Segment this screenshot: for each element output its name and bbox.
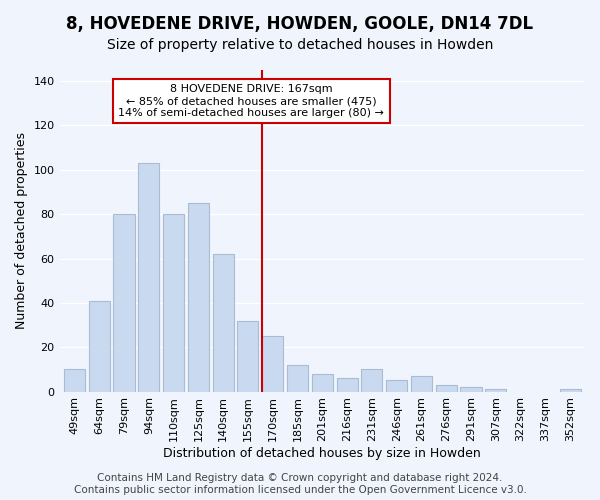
Bar <box>337 378 358 392</box>
Bar <box>188 203 209 392</box>
Bar <box>436 385 457 392</box>
Text: Contains HM Land Registry data © Crown copyright and database right 2024.
Contai: Contains HM Land Registry data © Crown c… <box>74 474 526 495</box>
Text: 8 HOVEDENE DRIVE: 167sqm
← 85% of detached houses are smaller (475)
14% of semi-: 8 HOVEDENE DRIVE: 167sqm ← 85% of detach… <box>118 84 384 117</box>
Bar <box>287 365 308 392</box>
Bar <box>113 214 134 392</box>
Bar <box>238 320 259 392</box>
Bar <box>386 380 407 392</box>
Bar <box>411 376 432 392</box>
Bar <box>138 163 160 392</box>
Bar <box>163 214 184 392</box>
Y-axis label: Number of detached properties: Number of detached properties <box>15 132 28 330</box>
Bar <box>212 254 233 392</box>
Text: 8, HOVEDENE DRIVE, HOWDEN, GOOLE, DN14 7DL: 8, HOVEDENE DRIVE, HOWDEN, GOOLE, DN14 7… <box>67 15 533 33</box>
X-axis label: Distribution of detached houses by size in Howden: Distribution of detached houses by size … <box>163 447 481 460</box>
Text: Size of property relative to detached houses in Howden: Size of property relative to detached ho… <box>107 38 493 52</box>
Bar <box>312 374 333 392</box>
Bar <box>560 390 581 392</box>
Bar <box>460 387 482 392</box>
Bar <box>64 370 85 392</box>
Bar <box>485 390 506 392</box>
Bar <box>361 370 382 392</box>
Bar <box>89 300 110 392</box>
Bar <box>262 336 283 392</box>
